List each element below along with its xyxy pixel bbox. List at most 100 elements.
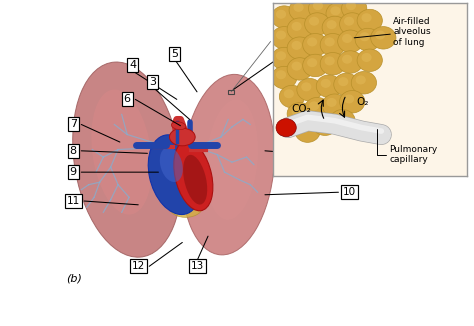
Circle shape [279, 85, 305, 108]
Text: 2: 2 [353, 152, 360, 162]
Text: 1: 1 [278, 57, 285, 67]
Circle shape [292, 107, 301, 115]
Ellipse shape [170, 197, 202, 217]
Circle shape [325, 37, 335, 46]
Circle shape [342, 34, 352, 43]
Circle shape [305, 13, 330, 35]
Ellipse shape [183, 155, 207, 205]
Circle shape [320, 52, 346, 75]
Circle shape [357, 49, 383, 71]
Circle shape [355, 28, 381, 51]
Circle shape [346, 1, 356, 10]
Circle shape [371, 27, 396, 49]
Text: 11: 11 [66, 196, 80, 206]
Text: 9: 9 [70, 167, 77, 177]
Circle shape [362, 13, 372, 22]
Circle shape [312, 113, 337, 135]
Ellipse shape [91, 90, 152, 215]
Circle shape [289, 0, 314, 22]
Text: 10: 10 [343, 187, 356, 197]
Text: 5: 5 [172, 49, 179, 59]
Circle shape [276, 31, 286, 39]
Circle shape [287, 37, 312, 59]
Circle shape [316, 75, 342, 97]
Text: 13: 13 [191, 261, 204, 271]
Circle shape [344, 95, 354, 103]
Ellipse shape [174, 141, 213, 211]
Circle shape [362, 53, 372, 62]
Circle shape [272, 6, 297, 28]
Circle shape [297, 79, 322, 101]
Circle shape [272, 47, 297, 70]
Text: O₂: O₂ [356, 97, 368, 107]
Ellipse shape [170, 128, 195, 146]
Circle shape [342, 55, 352, 64]
Circle shape [339, 91, 365, 113]
Circle shape [338, 77, 348, 86]
Circle shape [299, 124, 310, 133]
Circle shape [337, 51, 363, 73]
Text: 3: 3 [149, 77, 156, 87]
Text: (b): (b) [66, 274, 82, 284]
Circle shape [339, 13, 365, 35]
Circle shape [313, 1, 323, 10]
Circle shape [287, 18, 312, 40]
Circle shape [322, 16, 347, 39]
Circle shape [320, 34, 346, 56]
Ellipse shape [182, 74, 274, 255]
Circle shape [327, 20, 337, 29]
Text: CO₂: CO₂ [292, 104, 311, 114]
Circle shape [307, 37, 317, 46]
Circle shape [287, 58, 312, 80]
Circle shape [309, 101, 319, 110]
Ellipse shape [160, 147, 183, 182]
Ellipse shape [172, 122, 186, 130]
Circle shape [356, 75, 366, 84]
Circle shape [295, 120, 320, 142]
Circle shape [303, 54, 328, 77]
Circle shape [342, 0, 367, 20]
Circle shape [334, 73, 359, 96]
Circle shape [337, 30, 363, 52]
Circle shape [360, 32, 370, 41]
Text: 4: 4 [129, 61, 137, 70]
Text: 6: 6 [124, 94, 131, 104]
Circle shape [334, 113, 345, 123]
Circle shape [321, 79, 331, 88]
Circle shape [325, 56, 335, 66]
Circle shape [322, 94, 347, 116]
Circle shape [326, 2, 351, 25]
Circle shape [284, 89, 294, 98]
Circle shape [344, 17, 354, 26]
Circle shape [351, 71, 376, 94]
Text: 7: 7 [70, 119, 77, 129]
Circle shape [327, 98, 337, 107]
Circle shape [357, 9, 383, 32]
Ellipse shape [148, 135, 202, 215]
Circle shape [303, 34, 328, 56]
Circle shape [309, 17, 319, 26]
Circle shape [276, 70, 286, 79]
Text: Pulmonary
capillary: Pulmonary capillary [377, 129, 438, 164]
Circle shape [375, 31, 385, 39]
Circle shape [330, 6, 340, 15]
Circle shape [276, 119, 296, 137]
Circle shape [272, 27, 297, 49]
Text: 12: 12 [132, 261, 145, 271]
Circle shape [293, 3, 303, 12]
Circle shape [276, 51, 286, 60]
Circle shape [287, 103, 312, 125]
Circle shape [305, 97, 330, 120]
Circle shape [307, 58, 317, 67]
Ellipse shape [206, 99, 258, 220]
Circle shape [317, 117, 327, 126]
Circle shape [272, 66, 297, 89]
Circle shape [292, 62, 301, 71]
Text: 8: 8 [70, 146, 77, 156]
Circle shape [330, 110, 355, 132]
Circle shape [309, 0, 334, 20]
Text: Air-filled
alveolus
of lung: Air-filled alveolus of lung [354, 17, 431, 47]
Circle shape [292, 22, 301, 31]
Circle shape [276, 10, 286, 19]
Circle shape [292, 41, 301, 50]
